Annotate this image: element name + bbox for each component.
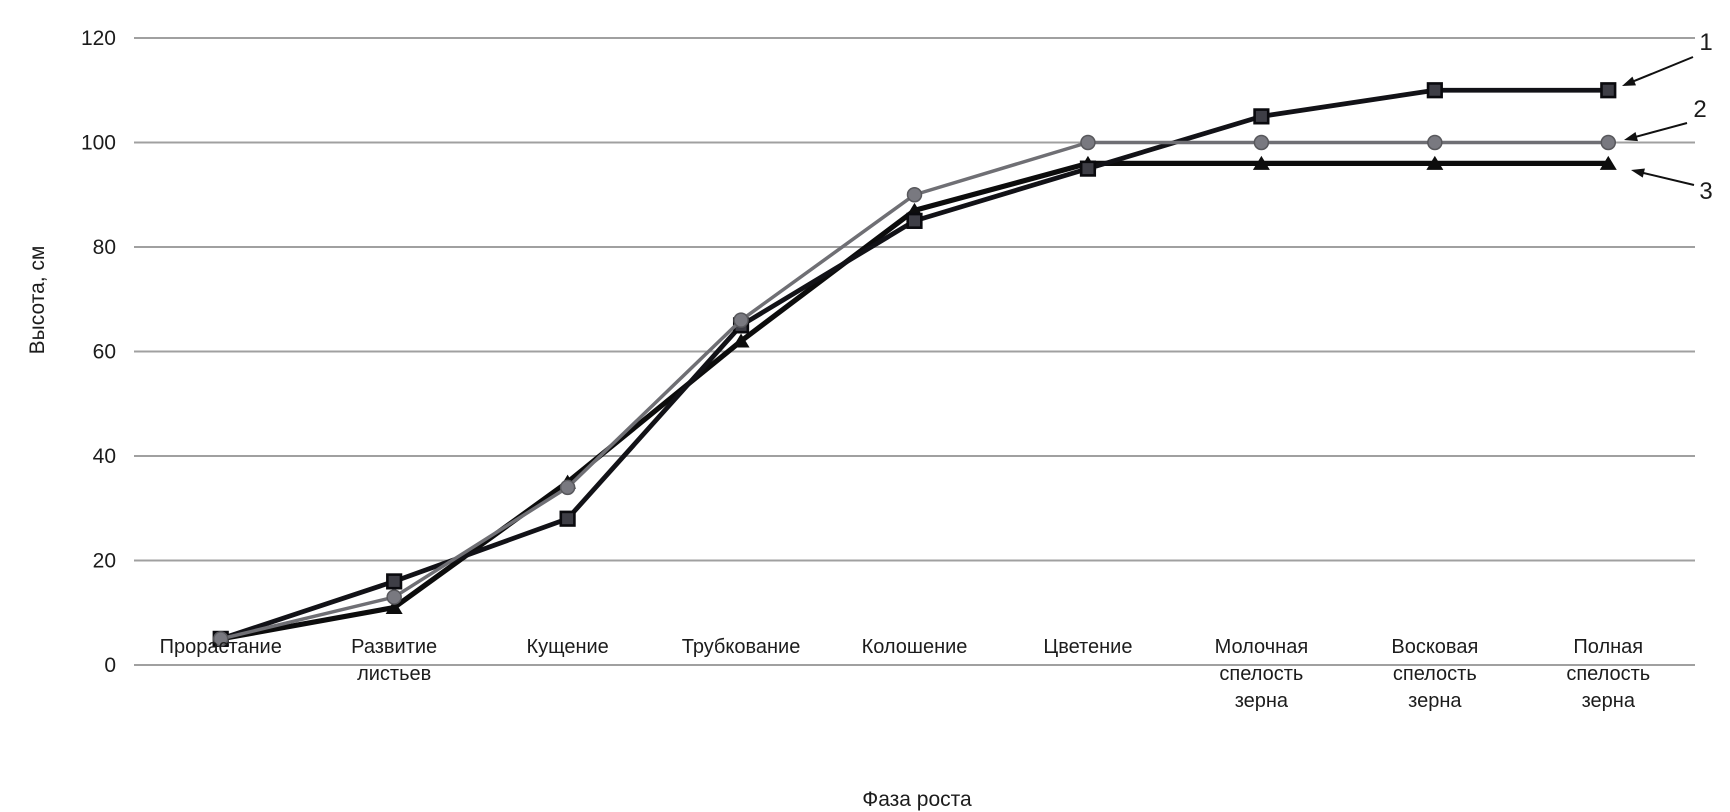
series-label-2: 2 (1693, 96, 1706, 123)
series-2-marker (1427, 134, 1443, 151)
annotation-arrowhead-icon (1631, 168, 1645, 178)
data-series (212, 82, 1617, 647)
series-2-marker (386, 589, 402, 605)
annotation-arrow-line (1629, 56, 1694, 84)
series-2-marker (906, 187, 923, 203)
series-1-annotation: 1 (1622, 29, 1713, 86)
series-annotations: 1 2 3 (1622, 29, 1713, 205)
series-label-3: 3 (1699, 178, 1712, 205)
x-tick-label-5: Колошение (861, 636, 968, 658)
x-tick-label-1: Прорастание (159, 636, 282, 658)
y-tick-label: 20 (93, 550, 116, 573)
series-3-marker (1426, 155, 1444, 170)
series-1-marker (1253, 108, 1270, 125)
y-tick-label: 120 (81, 27, 116, 50)
series-1-marker (1600, 82, 1617, 99)
series-3-marker (1252, 155, 1270, 170)
series-2-marker (212, 631, 229, 647)
series-3-marker (385, 600, 403, 615)
y-axis-title: Высота, см (26, 246, 49, 355)
series-1-marker (386, 573, 403, 590)
series-2-marker (1080, 134, 1096, 151)
series-2-marker (1600, 134, 1617, 151)
y-tick-label: 80 (93, 236, 116, 259)
series-2-marker (559, 479, 576, 496)
series-2-annotation: 2 (1624, 96, 1707, 142)
gridlines: 0 20 40 60 80 100 120 (81, 27, 1695, 677)
x-tick-label-2: Развитие листьев (351, 636, 438, 685)
series-1-line (218, 87, 1611, 642)
x-tick-label-6: Цветение (1043, 636, 1133, 658)
y-tick-label: 100 (81, 132, 116, 155)
series-label-1: 1 (1699, 29, 1712, 56)
y-tick-label: 0 (104, 654, 116, 677)
x-tick-label-8: Восковая спелость зерна (1391, 636, 1479, 712)
x-tick-label-7: Молочная спелость зерна (1214, 636, 1309, 712)
y-tick-label: 40 (93, 445, 116, 468)
series-2-marker (1253, 134, 1270, 151)
series-1-marker (559, 510, 576, 527)
x-tick-label-9: Полная спелость зерна (1566, 636, 1651, 712)
series-2 (212, 134, 1617, 647)
annotation-arrow-line (1631, 122, 1688, 139)
x-tick-label-4: Трубкование (681, 636, 801, 658)
series-1-marker (906, 212, 923, 229)
annotation-arrowhead-icon (1622, 76, 1636, 86)
series-1-marker (1079, 160, 1097, 177)
series-3-marker (1599, 155, 1617, 170)
series-1-marker (1426, 82, 1443, 99)
series-3-annotation: 3 (1631, 168, 1713, 205)
annotation-arrow-line (1638, 170, 1695, 186)
x-tick-label-3: Кущение (526, 636, 609, 658)
series-3-marker (732, 333, 750, 348)
y-tick-label: 60 (93, 341, 116, 364)
annotation-arrowhead-icon (1624, 132, 1638, 142)
x-axis-title: Фаза роста (862, 788, 972, 811)
series-2-marker (733, 312, 749, 328)
